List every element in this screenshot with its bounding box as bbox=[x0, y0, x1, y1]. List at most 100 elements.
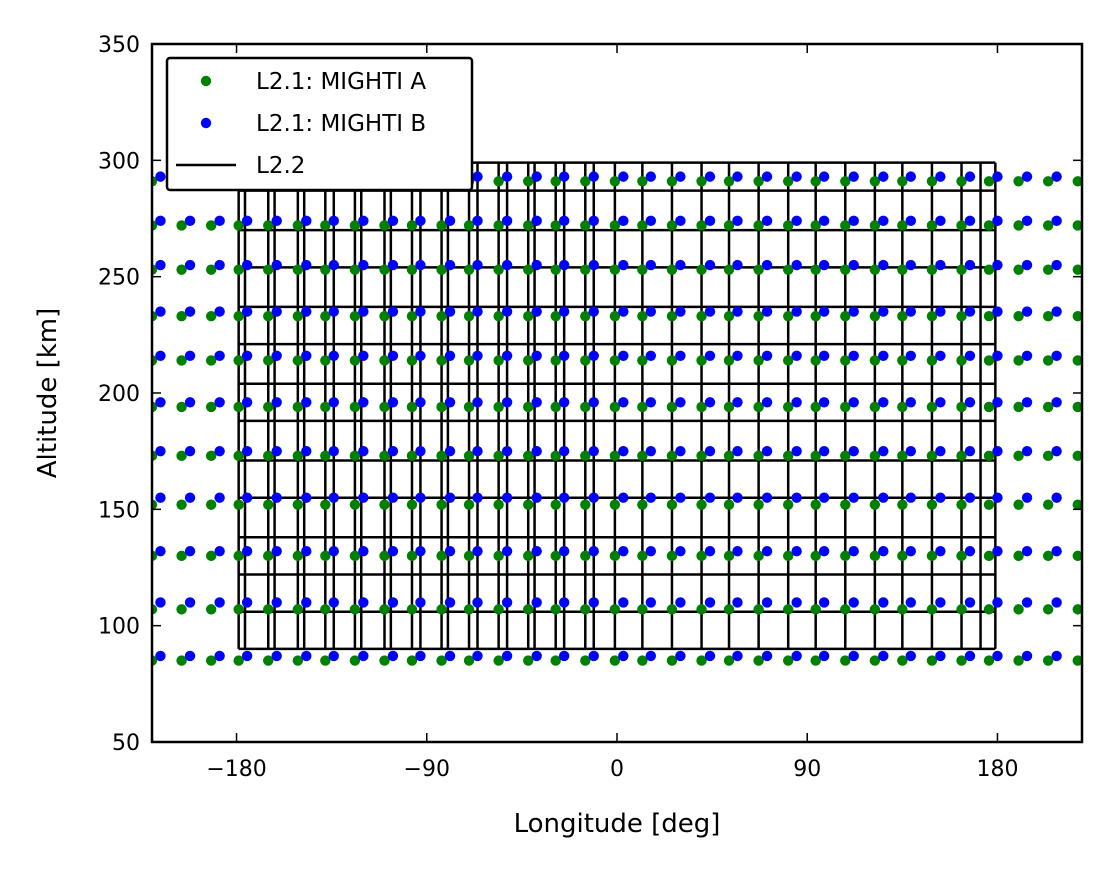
mighti-b-point bbox=[588, 259, 599, 271]
mighti-b-point bbox=[761, 650, 773, 662]
mighti-b-point bbox=[214, 492, 225, 503]
mighti-a-point bbox=[810, 655, 821, 666]
mighti-b-point bbox=[241, 597, 253, 608]
mighti-a-point bbox=[1042, 499, 1054, 510]
mighti-b-point bbox=[704, 597, 716, 608]
mighti-a-point bbox=[292, 655, 304, 666]
mighti-b-point bbox=[588, 306, 599, 317]
mighti-a-point bbox=[263, 311, 274, 322]
mighti-a-point bbox=[1072, 220, 1082, 231]
mighti-a-point bbox=[463, 655, 475, 666]
mighti-b-point bbox=[732, 546, 743, 557]
mighti-b-point bbox=[992, 350, 1003, 361]
mighti-b-point bbox=[791, 492, 802, 503]
mighti-a-point bbox=[379, 220, 390, 231]
mighti-a-point bbox=[292, 355, 304, 366]
mighti-a-point bbox=[550, 450, 561, 462]
y-tick-label: 150 bbox=[98, 498, 140, 523]
mighti-a-point bbox=[783, 401, 794, 413]
mighti-a-point bbox=[609, 220, 621, 231]
mighti-a-point bbox=[550, 220, 561, 231]
mighti-a-point bbox=[550, 401, 561, 413]
mighti-a-point bbox=[292, 311, 304, 322]
mighti-b-point bbox=[415, 650, 426, 662]
mighti-a-point bbox=[783, 176, 794, 187]
mighti-b-point bbox=[387, 597, 399, 608]
mighti-b-point bbox=[387, 259, 399, 271]
mighti-a-point bbox=[1042, 604, 1054, 615]
mighti-b-point bbox=[501, 546, 513, 557]
mighti-b-point bbox=[992, 597, 1003, 608]
mighti-b-point bbox=[301, 650, 312, 662]
mighti-a-point bbox=[783, 355, 794, 366]
mighti-a-point bbox=[580, 220, 591, 231]
mighti-a-point bbox=[869, 401, 881, 413]
mighti-a-point bbox=[956, 550, 967, 562]
mighti-a-point bbox=[869, 220, 881, 231]
mighti-a-point bbox=[840, 355, 851, 366]
mighti-b-point bbox=[155, 445, 166, 457]
mighti-a-point bbox=[869, 176, 881, 187]
y-tick-label: 50 bbox=[112, 731, 140, 756]
mighti-b-point bbox=[184, 445, 196, 457]
mighti-b-point bbox=[328, 350, 339, 361]
mighti-a-point bbox=[463, 450, 475, 462]
mighti-a-point bbox=[810, 550, 821, 562]
mighti-b-point bbox=[271, 215, 282, 227]
mighti-b-point bbox=[358, 445, 369, 457]
mighti-a-point bbox=[463, 499, 475, 510]
mighti-a-point bbox=[205, 499, 217, 510]
mighti-b-point bbox=[905, 259, 916, 271]
mighti-b-point bbox=[1021, 546, 1033, 557]
mighti-b-point bbox=[387, 306, 399, 317]
mighti-a-point bbox=[176, 450, 187, 462]
mighti-b-point bbox=[558, 445, 570, 457]
mighti-a-point bbox=[1013, 450, 1024, 462]
mighti-b-point bbox=[358, 546, 369, 557]
mighti-b-point bbox=[301, 215, 312, 227]
mighti-b-point bbox=[905, 306, 916, 317]
mighti-b-point bbox=[848, 306, 859, 317]
mighti-a-point bbox=[810, 604, 821, 615]
mighti-b-point bbox=[415, 397, 426, 408]
mighti-b-point bbox=[878, 445, 889, 457]
mighti-a-point bbox=[320, 550, 331, 562]
mighti-b-point bbox=[531, 350, 542, 361]
mighti-b-point bbox=[791, 546, 802, 557]
mighti-b-point bbox=[558, 171, 570, 182]
mighti-b-point bbox=[214, 397, 225, 408]
mighti-a-point bbox=[666, 450, 678, 462]
mighti-b-point bbox=[761, 215, 773, 227]
mighti-b-point bbox=[444, 397, 456, 408]
mighti-a-point bbox=[1042, 450, 1054, 462]
mighti-b-point bbox=[444, 215, 456, 227]
mighti-b-point bbox=[675, 215, 686, 227]
mighti-a-point bbox=[1072, 450, 1082, 462]
mighti-b-point bbox=[241, 306, 253, 317]
mighti-a-point bbox=[753, 311, 764, 322]
mighti-a-point bbox=[723, 264, 735, 275]
mighti-b-point bbox=[645, 350, 657, 361]
mighti-b-point bbox=[791, 445, 802, 457]
mighti-b-point bbox=[964, 492, 976, 503]
mighti-a-point bbox=[666, 655, 678, 666]
mighti-b-point bbox=[935, 397, 946, 408]
mighti-b-point bbox=[558, 650, 570, 662]
mighti-a-point bbox=[840, 604, 851, 615]
mighti-a-point bbox=[869, 264, 881, 275]
mighti-b-point bbox=[761, 171, 773, 182]
mighti-b-point bbox=[415, 597, 426, 608]
mighti-b-point bbox=[241, 259, 253, 271]
mighti-b-point bbox=[155, 171, 166, 182]
mighti-a-point bbox=[753, 220, 764, 231]
mighti-b-point bbox=[588, 492, 599, 503]
mighti-b-point bbox=[675, 492, 686, 503]
mighti-b-point bbox=[155, 650, 166, 662]
mighti-b-point bbox=[848, 546, 859, 557]
mighti-b-point bbox=[935, 445, 946, 457]
mighti-a-point bbox=[205, 220, 217, 231]
mighti-a-point bbox=[493, 655, 504, 666]
mighti-a-point bbox=[753, 655, 764, 666]
mighti-b-point bbox=[935, 306, 946, 317]
mighti-a-point bbox=[233, 264, 244, 275]
